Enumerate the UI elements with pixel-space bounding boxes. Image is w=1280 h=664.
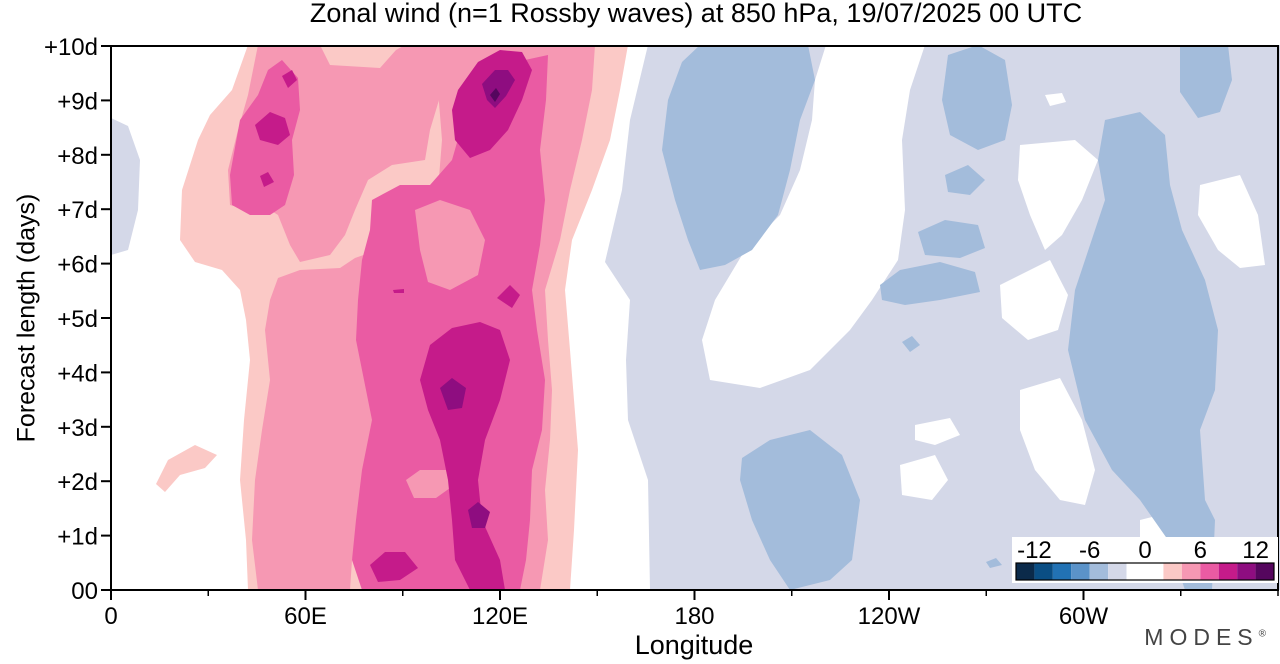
x-axis-label: Longitude bbox=[634, 630, 754, 660]
brand-name: MODES bbox=[1144, 624, 1259, 650]
y-tick-label: +5d bbox=[57, 306, 98, 333]
colorbar-label: 12 bbox=[1242, 537, 1269, 564]
colorbar-label: -6 bbox=[1079, 537, 1100, 564]
contour-pos-medium-island bbox=[280, 380, 306, 410]
y-tick-label: +3d bbox=[57, 415, 98, 442]
colorbar-bin bbox=[1255, 563, 1274, 580]
contour-pos-medium bbox=[252, 252, 380, 590]
y-tick-label: 00 bbox=[71, 578, 98, 605]
contour-neg-medium bbox=[902, 336, 920, 352]
colorbar-bin bbox=[1034, 563, 1053, 580]
y-tick-label: +6d bbox=[57, 252, 98, 279]
contour-pos-darker bbox=[482, 70, 515, 108]
contour-pos-dark bbox=[497, 285, 520, 308]
x-tick-label: 60W bbox=[1059, 603, 1109, 630]
contour-pos-medium-island bbox=[406, 470, 450, 498]
contour-pos-medium-island bbox=[415, 200, 485, 290]
contour-pos-light bbox=[156, 445, 217, 492]
colorbar-bin bbox=[1126, 563, 1164, 580]
contour-zero-hole bbox=[915, 418, 960, 445]
x-tick-label: 0 bbox=[104, 603, 117, 630]
x-tick-label: 180 bbox=[674, 603, 714, 630]
contour-zero-hole bbox=[900, 455, 948, 500]
contour-neg-medium bbox=[986, 558, 1002, 568]
colorbar-bin bbox=[1181, 563, 1201, 580]
x-tick-label: 120E bbox=[472, 603, 528, 630]
colorbar: -12 -6 0 6 12 bbox=[1012, 537, 1278, 583]
wind-anomaly-field bbox=[111, 45, 1280, 590]
contour-pos-dark bbox=[282, 70, 297, 88]
contour-pos-dark bbox=[260, 172, 274, 187]
y-axis-label: Forecast length (days) bbox=[12, 193, 41, 443]
y-tick-label: +10d bbox=[44, 34, 98, 61]
colorbar-bin bbox=[1016, 563, 1035, 580]
contour-zero-hole bbox=[1198, 175, 1265, 268]
contour-pos-dark bbox=[255, 112, 290, 145]
y-tick-label: +1d bbox=[57, 524, 98, 551]
contour-neg-medium bbox=[1068, 112, 1218, 590]
y-tick-label: +2d bbox=[57, 469, 98, 496]
contour-neg-medium bbox=[942, 45, 1012, 150]
contour-pos-darker bbox=[440, 378, 466, 410]
colorbar-label: 0 bbox=[1138, 537, 1151, 564]
contour-neg-medium bbox=[918, 220, 985, 258]
y-tick-label: +4d bbox=[57, 360, 98, 387]
y-tick-label: +8d bbox=[57, 143, 98, 170]
colorbar-frame bbox=[1015, 562, 1275, 581]
contour-pos-deep bbox=[352, 55, 548, 590]
contour-neg-light-west bbox=[111, 118, 140, 255]
y-tick-label: +7d bbox=[57, 197, 98, 224]
contour-neg-medium bbox=[1180, 45, 1232, 118]
colorbar-bin bbox=[1237, 563, 1256, 580]
contour-pos-dark bbox=[393, 289, 404, 293]
contour-pos-max bbox=[490, 88, 500, 102]
contour-pos-dark bbox=[370, 552, 418, 582]
axes: 0 60E 120E 180 120W 60W 00 +1d +2d +3d +4d +5d +6d +7… bbox=[44, 34, 1279, 630]
contour-zero-hole bbox=[1045, 93, 1066, 106]
contour-zero-hole bbox=[1020, 378, 1095, 505]
colorbar-bin bbox=[1071, 563, 1090, 580]
contour-zero-hole bbox=[702, 45, 925, 388]
brand-logo: MODES® bbox=[1144, 624, 1266, 651]
contour-neg-medium bbox=[880, 262, 980, 305]
x-tick-label: 60E bbox=[284, 603, 327, 630]
colorbar-label: 6 bbox=[1194, 537, 1207, 564]
colorbar-bin bbox=[1052, 563, 1072, 580]
colorbar-bin bbox=[1218, 563, 1238, 580]
x-tick-label: 120W bbox=[858, 603, 921, 630]
colorbar-bin bbox=[1108, 563, 1127, 580]
colorbar-label: -12 bbox=[1017, 537, 1052, 564]
contour-zero-hole bbox=[1018, 140, 1098, 250]
contour-neg-medium bbox=[662, 45, 815, 270]
contour-pos-darker bbox=[468, 502, 490, 528]
contour-zero-hole bbox=[1000, 260, 1068, 340]
chart-title: Zonal wind (n=1 Rossby waves) at 850 hPa… bbox=[309, 0, 1083, 28]
y-tick-label: +9d bbox=[57, 88, 98, 115]
colorbar-bin bbox=[1089, 563, 1109, 580]
contour-neg-medium bbox=[945, 165, 985, 195]
colorbar-bin bbox=[1163, 563, 1182, 580]
brand-mark: ® bbox=[1258, 628, 1266, 640]
colorbar-bin bbox=[1200, 563, 1219, 580]
contour-neg-medium bbox=[740, 430, 860, 590]
